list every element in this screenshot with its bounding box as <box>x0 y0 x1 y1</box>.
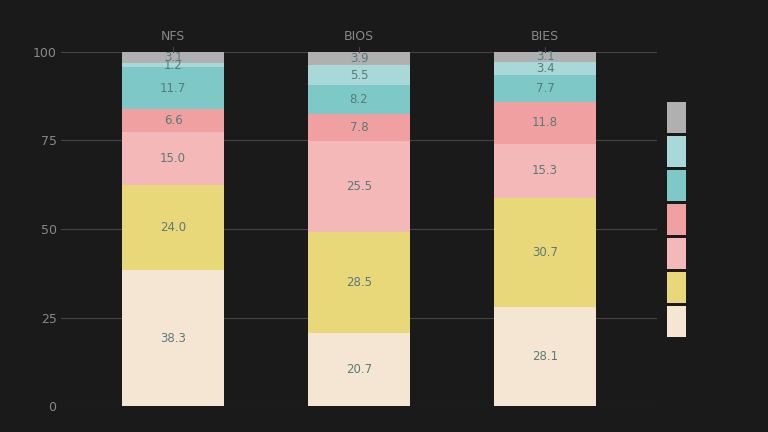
Text: 1.2: 1.2 <box>164 59 183 72</box>
Bar <box>122 132 224 185</box>
Bar <box>667 170 686 201</box>
Text: 3.4: 3.4 <box>536 62 554 75</box>
Bar <box>122 109 224 132</box>
Text: 11.8: 11.8 <box>532 116 558 129</box>
Text: 38.3: 38.3 <box>160 332 186 345</box>
Text: 15.3: 15.3 <box>532 164 558 177</box>
Bar <box>122 63 224 67</box>
Bar <box>667 136 686 167</box>
Text: BIOS: BIOS <box>344 30 374 43</box>
Bar <box>494 74 596 102</box>
Bar <box>308 114 410 141</box>
Text: 11.7: 11.7 <box>160 82 186 95</box>
Bar <box>308 65 410 85</box>
Bar <box>122 67 224 109</box>
Bar <box>667 272 686 303</box>
Bar <box>494 198 596 307</box>
Text: BIES: BIES <box>531 30 559 43</box>
Bar <box>667 238 686 269</box>
Text: 6.6: 6.6 <box>164 114 183 127</box>
Bar <box>494 63 596 74</box>
Bar <box>122 185 224 270</box>
Bar <box>308 232 410 333</box>
Bar <box>494 307 596 406</box>
Bar <box>122 52 224 63</box>
Text: 7.7: 7.7 <box>535 82 554 95</box>
Bar <box>308 51 410 65</box>
Text: 28.1: 28.1 <box>532 350 558 363</box>
Text: 28.5: 28.5 <box>346 276 372 289</box>
Text: 15.0: 15.0 <box>160 152 186 165</box>
Text: 24.0: 24.0 <box>160 221 186 235</box>
Bar <box>494 143 596 198</box>
Text: 25.5: 25.5 <box>346 180 372 193</box>
Bar <box>667 102 686 133</box>
Bar <box>308 333 410 406</box>
Text: 7.8: 7.8 <box>349 121 369 134</box>
Text: NFS: NFS <box>161 30 185 43</box>
Bar <box>308 85 410 114</box>
Bar <box>667 204 686 235</box>
Bar <box>667 306 686 337</box>
Text: 30.7: 30.7 <box>532 246 558 259</box>
Bar <box>122 270 224 406</box>
Text: 3.9: 3.9 <box>349 52 369 65</box>
Text: 8.2: 8.2 <box>349 93 369 106</box>
Bar <box>308 141 410 232</box>
Text: 20.7: 20.7 <box>346 363 372 376</box>
Text: 3.1: 3.1 <box>164 51 182 64</box>
Bar <box>494 51 596 63</box>
Bar <box>494 102 596 143</box>
Text: 5.5: 5.5 <box>349 69 369 82</box>
Text: 3.1: 3.1 <box>536 51 554 64</box>
